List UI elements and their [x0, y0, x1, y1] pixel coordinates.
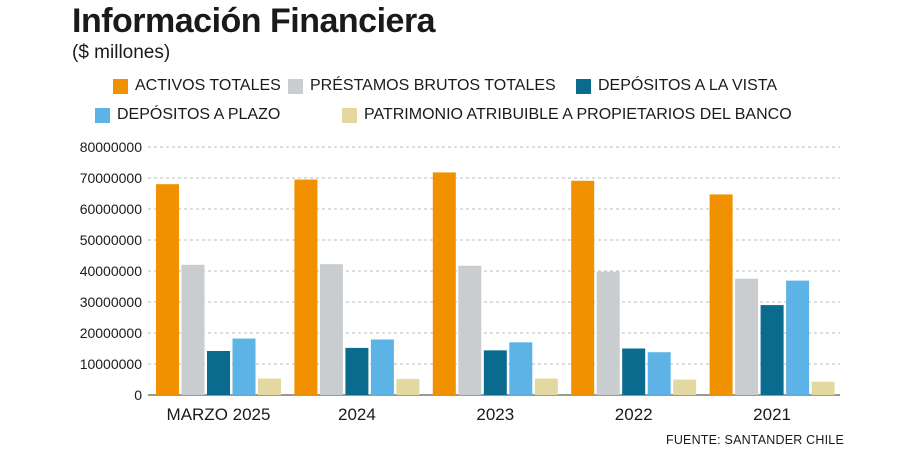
y-tick-label: 10000000	[80, 356, 143, 372]
bar-patrimonio-4	[811, 381, 835, 395]
legend-label-patrimonio: PATRIMONIO ATRIBUIBLE A PROPIETARIOS DEL…	[364, 106, 792, 123]
bar-prestamos-2	[458, 265, 482, 395]
bar-prestamos-3	[596, 271, 620, 395]
bar-patrimonio-3	[673, 379, 697, 395]
y-tick-label: 0	[134, 387, 142, 403]
bar-patrimonio-0	[258, 378, 281, 395]
legend-swatch-plazo	[95, 107, 110, 123]
y-tick-label: 40000000	[80, 263, 143, 279]
y-tick-label: 30000000	[80, 294, 143, 310]
bar-prestamos-0	[181, 264, 205, 395]
x-tick-label: MARZO 2025	[167, 405, 271, 424]
bar-plazo-4	[786, 280, 810, 395]
bar-vista-2	[483, 350, 507, 395]
bar-vista-0	[207, 350, 230, 395]
bar-activos-1	[294, 179, 318, 395]
y-tick-label: 20000000	[80, 325, 143, 341]
bar-prestamos-4	[735, 278, 759, 395]
legend-label-prestamos: PRÉSTAMOS BRUTOS TOTALES	[310, 77, 556, 94]
y-tick-label: 60000000	[80, 201, 143, 217]
bar-vista-1	[345, 347, 369, 395]
bar-patrimonio-1	[396, 378, 420, 395]
legend-item-prestamos: PRÉSTAMOS BRUTOS TOTALES	[288, 77, 556, 95]
legend-item-activos: ACTIVOS TOTALES	[113, 77, 281, 95]
source-note: FUENTE: SANTANDER CHILE	[665, 433, 844, 447]
chart-subtitle: ($ millones)	[72, 42, 171, 63]
bar-plazo-3	[647, 352, 671, 395]
bar-plazo-2	[509, 342, 533, 395]
bar-activos-0	[156, 184, 179, 395]
legend-item-patrimonio: PATRIMONIO ATRIBUIBLE A PROPIETARIOS DEL…	[342, 106, 792, 124]
x-tick-label: 2024	[338, 405, 376, 424]
x-tick-label: 2022	[615, 405, 653, 424]
bar-activos-4	[709, 194, 733, 395]
x-tick-label: 2021	[753, 405, 791, 424]
y-tick-label: 80000000	[80, 139, 143, 155]
legend-item-vista: DEPÓSITOS A LA VISTA	[576, 77, 777, 95]
legend-item-plazo: DEPÓSITOS A PLAZO	[95, 106, 280, 124]
bar-plazo-0	[232, 338, 256, 395]
bar-plazo-1	[370, 339, 394, 395]
bar-activos-2	[432, 172, 456, 395]
legend-swatch-vista	[576, 78, 591, 94]
bar-vista-3	[622, 348, 646, 395]
legend-label-plazo: DEPÓSITOS A PLAZO	[117, 106, 281, 123]
y-tick-label: 50000000	[80, 232, 143, 248]
bar-activos-3	[571, 180, 595, 395]
legend-swatch-prestamos	[288, 78, 303, 94]
legend-swatch-patrimonio	[342, 107, 357, 123]
bar-patrimonio-2	[534, 378, 558, 395]
bar-vista-4	[760, 305, 784, 395]
legend-label-activos: ACTIVOS TOTALES	[135, 77, 281, 94]
legend-label-vista: DEPÓSITOS A LA VISTA	[598, 77, 778, 94]
bar-prestamos-1	[319, 264, 343, 395]
y-tick-label: 70000000	[80, 170, 143, 186]
chart-title: Información Financiera	[72, 2, 436, 40]
legend-swatch-activos	[113, 78, 128, 94]
x-tick-label: 2023	[476, 405, 514, 424]
